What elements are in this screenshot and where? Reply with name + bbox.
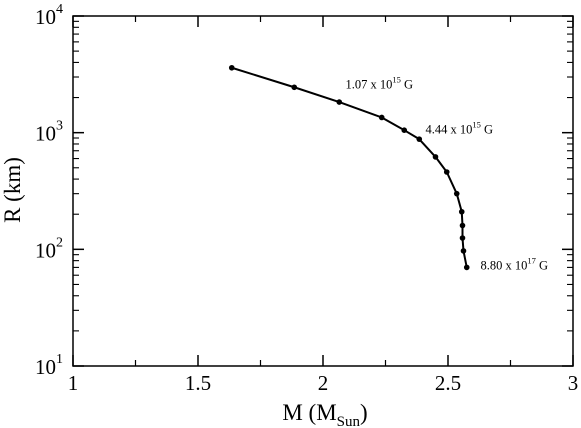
series	[228, 64, 470, 271]
axes	[72, 15, 574, 367]
data-point	[458, 208, 465, 215]
data-point	[459, 222, 466, 229]
data-point	[401, 127, 408, 133]
data-point	[460, 248, 467, 254]
x-tick-label: 3	[568, 371, 579, 395]
plot-frame	[72, 15, 574, 367]
y-tick-label: 104	[35, 2, 63, 29]
x-tick-label: 1	[68, 371, 79, 395]
data-point	[291, 84, 298, 91]
data-point	[443, 169, 450, 175]
data-point	[336, 99, 343, 105]
data-point	[228, 64, 235, 71]
data-point	[378, 114, 385, 121]
data-point	[432, 154, 439, 160]
x-tick-label: 2	[318, 371, 329, 395]
series-line	[231, 66, 468, 268]
x-tick-label: 2.5	[435, 371, 461, 395]
ticks: 1 1.5 2 2.5 3 101 102 103 104	[35, 2, 578, 395]
annotations: 1.07 x 1015 G 4.44 x 1015 G 8.80 x 1017 G	[346, 74, 549, 272]
y-axis-label: R (km)	[0, 157, 25, 223]
y-tick-label: 101	[35, 352, 63, 379]
data-point	[459, 235, 466, 241]
x-axis-label-close: )	[360, 400, 368, 425]
data-point	[453, 190, 460, 197]
x-tick-label: 1.5	[185, 371, 211, 395]
field-strength-annotation: 8.80 x 1017 G	[481, 256, 549, 273]
x-axis-label: M (MSun)	[282, 400, 367, 428]
field-strength-annotation: 1.07 x 1015 G	[346, 74, 414, 91]
x-axis-label-main: M (M	[282, 400, 336, 425]
y-tick-label: 102	[35, 235, 63, 262]
data-point	[463, 264, 470, 271]
x-axis-label-sub: Sun	[337, 414, 361, 428]
data-point	[416, 136, 423, 142]
field-strength-annotation: 4.44 x 1015 G	[426, 120, 494, 137]
y-tick-label: 103	[35, 119, 63, 146]
